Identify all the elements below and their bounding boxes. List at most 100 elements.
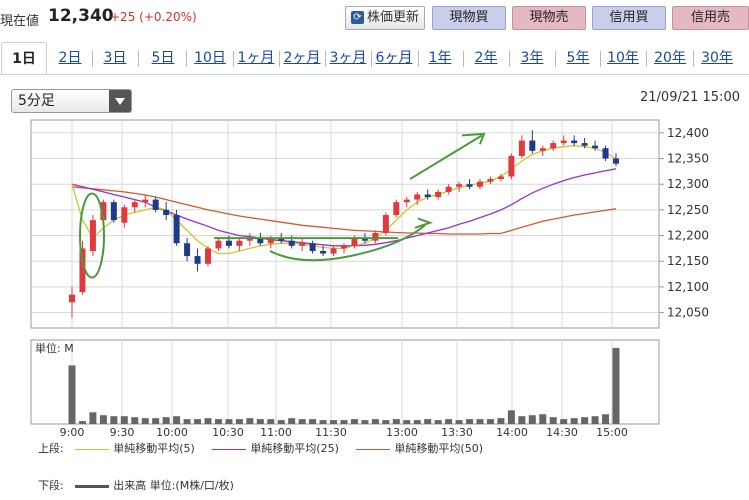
candle-up (89, 220, 96, 251)
price-tick-label: 12,150 (667, 254, 709, 268)
candle-up (497, 176, 504, 180)
chevron-down-icon[interactable] (109, 90, 131, 112)
candle-down (529, 140, 536, 151)
candle-up (215, 240, 222, 249)
volume-bar (361, 420, 369, 424)
margin-sell-button[interactable]: 信用売 (672, 6, 749, 30)
candle-up (372, 232, 379, 241)
candle-up (341, 245, 347, 249)
volume-bar (382, 420, 390, 424)
candle-up (456, 184, 463, 187)
tab-1m[interactable]: 1ヶ月 (237, 50, 275, 66)
time-tick-label: 9:30 (110, 426, 135, 438)
margin-buy-button[interactable]: 信用買 (592, 6, 666, 30)
price-value: 12,340 (48, 6, 114, 26)
candle-up (393, 202, 400, 216)
volume-bar (256, 419, 264, 424)
volume-bar (152, 418, 160, 424)
candle-up (382, 215, 389, 233)
volume-unit-label: 単位: M (35, 341, 74, 355)
volume-bar (392, 419, 400, 424)
candle-up (142, 199, 149, 203)
legend-ma5: 単純移動平均(5) (67, 442, 195, 456)
interval-select[interactable]: 5分足 (11, 89, 132, 113)
tab-3y[interactable]: 3年 (520, 50, 544, 66)
candle-up (403, 199, 410, 203)
candle-up (518, 140, 525, 156)
candle-up (560, 140, 567, 144)
volume-bar (445, 419, 453, 424)
volume-bar (371, 419, 379, 424)
volume-bar (539, 414, 547, 424)
tab-3m[interactable]: 3ヶ月 (329, 50, 367, 66)
candle-down (581, 143, 588, 146)
volume-bar (120, 416, 128, 424)
tab-10y[interactable]: 10年 (607, 50, 639, 66)
tab-1d[interactable]: 1日 (1, 42, 47, 74)
candle-down (225, 240, 232, 246)
time-tick-label: 9:00 (60, 426, 85, 438)
tab-20y[interactable]: 20年 (654, 50, 686, 66)
volume-bar (330, 420, 338, 424)
tab-2y[interactable]: 2年 (474, 50, 498, 66)
tab-30y[interactable]: 30年 (701, 50, 733, 66)
candle-up (414, 194, 421, 200)
volume-bar (403, 420, 411, 424)
time-tick-label: 15:00 (596, 426, 628, 438)
interval-select-value: 5分足 (18, 93, 55, 109)
volume-bar (173, 416, 181, 424)
volume-bar (288, 418, 296, 424)
volume-bar (549, 417, 557, 424)
candle-down (257, 238, 264, 244)
legend-volume: 出来高 単位:(M株/口/枚) (67, 479, 234, 493)
candle-down (152, 199, 159, 210)
tab-5d[interactable]: 5日 (151, 50, 175, 66)
tab-10d[interactable]: 10日 (194, 50, 226, 66)
tab-6m[interactable]: 6ヶ月 (375, 50, 413, 66)
volume-bar (225, 419, 233, 424)
volume-bar (267, 419, 275, 424)
volume-bar (581, 417, 589, 424)
tab-1y[interactable]: 1年 (428, 50, 452, 66)
candle-down (424, 194, 431, 198)
tab-5y[interactable]: 5年 (566, 50, 590, 66)
candle-down (110, 202, 117, 221)
chart-legend: 上段: 単純移動平均(5) 単純移動平均(25) 単純移動平均(50) 下段: … (28, 438, 748, 500)
volume-bar (466, 419, 474, 424)
candle-down (288, 240, 295, 246)
candle-up (236, 240, 243, 246)
volume-bar (497, 418, 505, 424)
volume-bar (194, 419, 202, 424)
candle-down (602, 148, 609, 159)
tab-3d[interactable]: 3日 (103, 50, 127, 66)
update-price-button[interactable]: ⟳ 株価更新 (345, 6, 425, 30)
volume-bar (413, 420, 421, 424)
volume-bar (319, 420, 327, 424)
stock-chart: 12,400 12,350 12,300 12,250 12,200 12,150 12,1… (30, 119, 709, 438)
annotation-ellipse (79, 192, 105, 279)
candle-up (477, 181, 483, 187)
price-tick-label: 12,350 (667, 152, 709, 166)
candle-up (131, 202, 138, 208)
volume-bar (298, 419, 306, 424)
volume-bar (455, 420, 463, 424)
tab-2m[interactable]: 2ヶ月 (283, 50, 321, 66)
candle-down (278, 238, 285, 241)
volume-bar (246, 418, 254, 424)
volume-bar (141, 418, 149, 424)
volume-bar (309, 419, 317, 424)
price-plot-frame (30, 119, 660, 329)
price-tick-label: 12,300 (667, 177, 709, 191)
volume-bar (214, 419, 222, 424)
candle-up (246, 238, 253, 241)
spot-sell-button[interactable]: 現物売 (512, 6, 586, 30)
tab-2d[interactable]: 2日 (58, 50, 82, 66)
volume-bar (434, 420, 442, 424)
spot-buy-button[interactable]: 現物買 (432, 6, 506, 30)
candle-down (184, 243, 191, 257)
candle-up (445, 186, 452, 192)
candle-down (592, 145, 599, 149)
header-bar: 現在値 12,340 +25 (+0.20%) ⟳ 株価更新 現物買 現物売 信用… (0, 0, 749, 36)
candle-up (435, 191, 442, 198)
candle-up (487, 179, 494, 182)
